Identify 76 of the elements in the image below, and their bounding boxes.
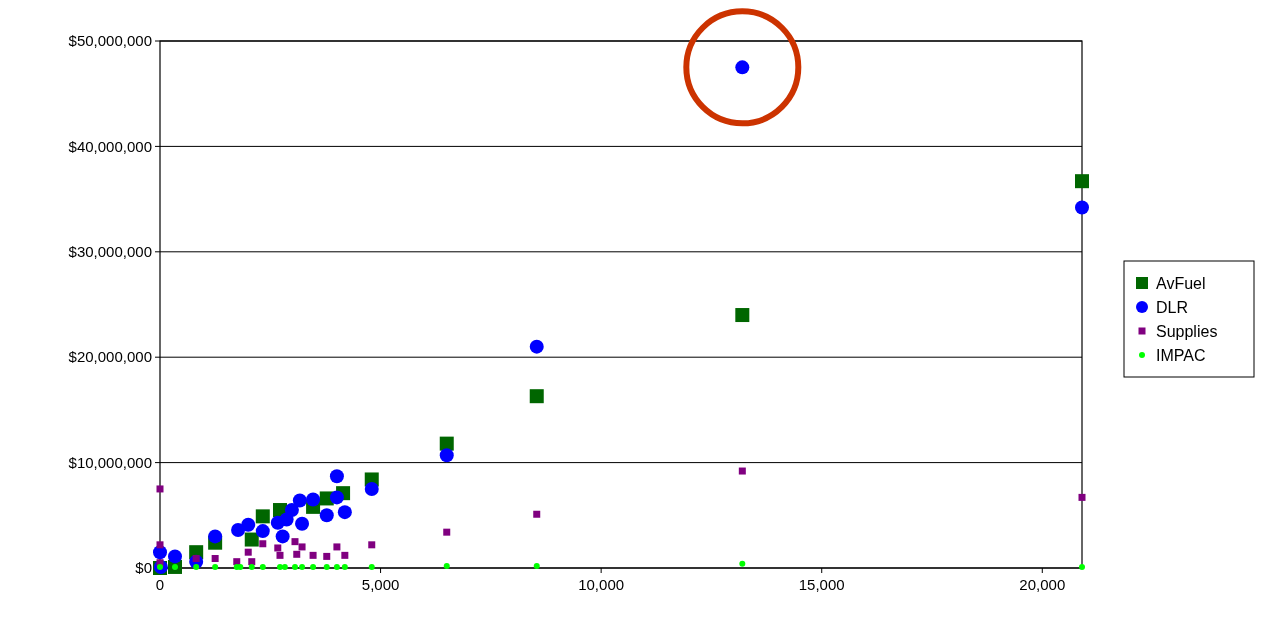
- point: [276, 551, 284, 559]
- point: [329, 469, 344, 484]
- point: [443, 562, 450, 569]
- point: [259, 563, 266, 570]
- point: [333, 563, 340, 570]
- point: [443, 528, 451, 536]
- point: [329, 490, 344, 505]
- point: [739, 560, 746, 567]
- point: [368, 541, 376, 549]
- legend-label: IMPAC: [1156, 346, 1206, 364]
- point: [364, 481, 379, 496]
- point: [237, 563, 244, 570]
- point: [309, 551, 317, 559]
- point: [211, 555, 219, 563]
- point: [212, 563, 219, 570]
- point: [275, 529, 290, 544]
- point: [529, 389, 544, 404]
- point: [1075, 174, 1089, 189]
- point: [244, 548, 252, 556]
- point: [319, 508, 334, 523]
- point: [193, 563, 200, 570]
- point: [439, 448, 454, 463]
- point: [323, 552, 331, 560]
- point: [738, 467, 746, 475]
- point: [291, 538, 299, 546]
- y-tick-label: $50,000,000: [68, 32, 152, 50]
- x-tick-label: 20,000: [1019, 576, 1066, 593]
- point: [295, 516, 310, 531]
- x-tick-label: 5,000: [361, 576, 400, 593]
- point: [276, 563, 283, 570]
- point: [323, 563, 330, 570]
- point: [208, 529, 223, 544]
- y-tick-label: $20,000,000: [68, 348, 152, 366]
- point: [281, 563, 288, 570]
- point: [156, 541, 164, 549]
- point: [529, 339, 544, 354]
- point: [533, 510, 541, 518]
- x-tick-label: 0: [155, 576, 165, 593]
- y-tick-label: $30,000,000: [68, 243, 152, 261]
- x-tick-label: 15,000: [798, 576, 845, 593]
- x-tick-label: 10,000: [578, 576, 625, 593]
- point: [293, 550, 301, 558]
- point: [259, 540, 267, 548]
- point: [1078, 493, 1086, 501]
- y-tick-label: $40,000,000: [68, 137, 152, 155]
- point: [310, 563, 317, 570]
- point: [248, 558, 256, 566]
- point: [244, 532, 259, 547]
- point: [1079, 563, 1085, 570]
- point: [299, 563, 306, 570]
- y-tick-label: $0: [135, 559, 152, 577]
- point: [292, 493, 307, 508]
- point: [333, 543, 341, 551]
- point: [156, 485, 164, 493]
- point: [255, 524, 270, 539]
- point: [231, 523, 246, 538]
- point: [1075, 200, 1089, 215]
- point: [368, 563, 375, 570]
- point: [298, 543, 306, 551]
- point: [735, 308, 750, 323]
- point: [341, 551, 349, 559]
- y-tick-label: $10,000,000: [68, 453, 152, 471]
- point: [291, 563, 298, 570]
- point: [274, 544, 282, 552]
- point: [341, 563, 348, 570]
- legend-label: AvFuel: [1156, 274, 1206, 292]
- point: [248, 563, 255, 570]
- point: [284, 503, 299, 518]
- point: [337, 505, 352, 520]
- point: [168, 549, 182, 564]
- point: [306, 492, 321, 507]
- legend-label: Supplies: [1156, 322, 1218, 340]
- legend-label: DLR: [1156, 298, 1189, 316]
- point: [533, 562, 540, 569]
- point: [241, 517, 256, 532]
- point: [255, 509, 270, 524]
